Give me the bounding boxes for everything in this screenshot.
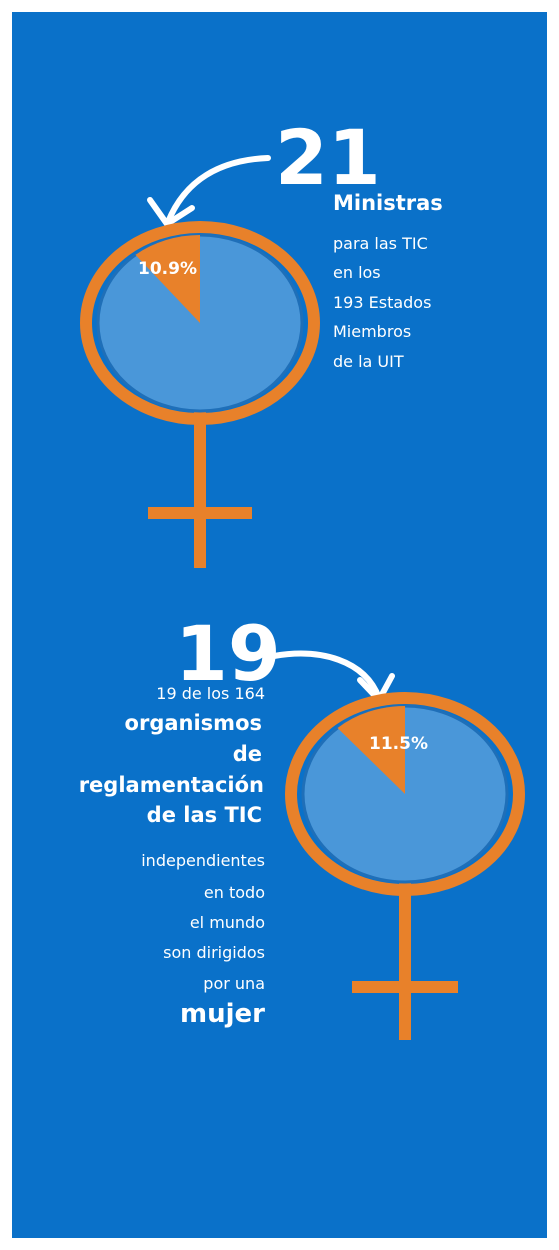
heading-line: organismos — [125, 711, 262, 735]
venus-ring — [285, 692, 525, 896]
text-line: por una — [203, 974, 265, 993]
text-line: son dirigidos — [163, 943, 265, 962]
big-number: 19 — [175, 609, 281, 698]
big-number: 21 — [275, 113, 381, 202]
pie-wedge — [337, 706, 405, 794]
heading-line: de las TIC — [147, 803, 262, 827]
pie-wedge — [135, 235, 200, 323]
arrow — [165, 155, 271, 225]
text-line: independientes — [141, 851, 265, 870]
pie-label: 10.9% — [138, 259, 197, 279]
pie-label: 11.5% — [369, 734, 428, 754]
background — [12, 12, 547, 1238]
text-line: 193 Estados — [333, 293, 431, 312]
text-line: en los — [333, 263, 381, 282]
heading: Ministras — [333, 191, 443, 215]
closing: mujer — [180, 999, 265, 1029]
heading-line: reglamentación — [79, 773, 264, 797]
venus-ring — [80, 221, 320, 425]
arrow — [271, 650, 382, 701]
arrow-head — [147, 197, 195, 227]
text-line: el mundo — [190, 913, 265, 932]
pie — [337, 706, 405, 794]
heading-line: de — [233, 742, 262, 766]
text-line: Miembros — [333, 322, 411, 341]
text-line: de la UIT — [333, 352, 404, 371]
text-line: para las TIC — [333, 234, 428, 253]
text-line: en todo — [204, 883, 265, 902]
intro: 19 de los 164 — [156, 684, 265, 703]
pie — [135, 235, 200, 323]
